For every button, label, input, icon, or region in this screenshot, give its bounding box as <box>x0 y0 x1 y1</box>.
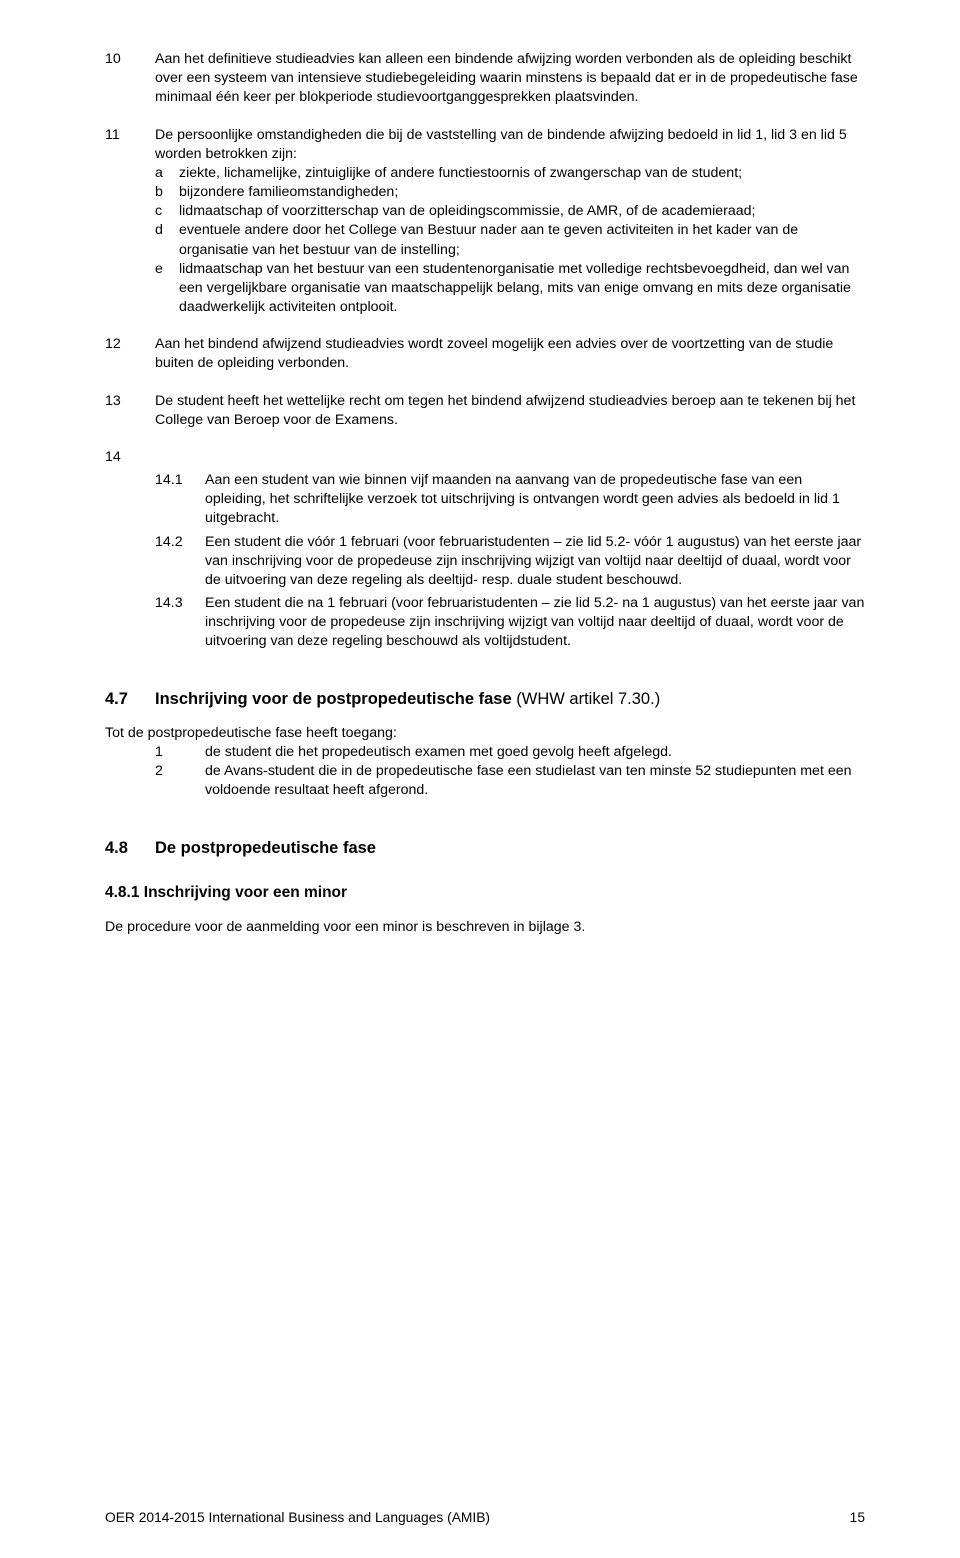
list-text: de student die het propedeutisch examen … <box>205 743 865 762</box>
section-4-8-number: 4.8 <box>105 837 155 859</box>
section-4-7-heading: 4.7Inschrijving voor de postpropedeutisc… <box>105 688 865 710</box>
para-11-list: aziekte, lichamelijke, zintuiglijke of a… <box>155 164 865 317</box>
para-14-number: 14 <box>105 448 155 467</box>
list-text: eventuele andere door het College van Be… <box>179 221 865 259</box>
footer-page-number: 15 <box>850 1509 865 1528</box>
list-letter: c <box>155 202 179 221</box>
para-14-sublist: 14.1Aan een student van wie binnen vijf … <box>155 471 865 652</box>
section-4-7-number: 4.7 <box>105 688 155 710</box>
sub-number: 14.3 <box>155 594 205 652</box>
sub-text: Aan een student van wie binnen vijf maan… <box>205 471 865 529</box>
para-10-body: Aan het definitieve studieadvies kan all… <box>155 50 865 108</box>
section-4-8-title: De postpropedeutische fase <box>155 839 376 857</box>
para-12: 12 Aan het bindend afwijzend studieadvie… <box>105 335 865 373</box>
list-index: 1 <box>155 743 205 762</box>
section-4-7-suffix: (WHW artikel 7.30.) <box>512 690 661 708</box>
sub-number: 14.1 <box>155 471 205 529</box>
section-4-8-1-body: De procedure voor de aanmelding voor een… <box>105 918 865 937</box>
sub-text: Een student die vóór 1 februari (voor fe… <box>205 533 865 591</box>
section-4-8-1-heading: 4.8.1 Inschrijving voor een minor <box>105 883 865 904</box>
para-13-number: 13 <box>105 392 155 430</box>
section-4-7-intro: Tot de postpropedeutische fase heeft toe… <box>105 724 865 743</box>
list-text: bijzondere familieomstandigheden; <box>179 183 865 202</box>
para-12-body: Aan het bindend afwijzend studieadvies w… <box>155 335 865 373</box>
list-letter: b <box>155 183 179 202</box>
sub-text: Een student die na 1 februari (voor febr… <box>205 594 865 652</box>
list-text: de Avans-student die in de propedeutisch… <box>205 762 865 800</box>
list-text: lidmaatschap of voorzitterschap van de o… <box>179 202 865 221</box>
list-letter: a <box>155 164 179 183</box>
para-13-body: De student heeft het wettelijke recht om… <box>155 392 865 430</box>
para-10-number: 10 <box>105 50 155 108</box>
section-4-7-title: Inschrijving voor de postpropedeutische … <box>155 690 512 708</box>
para-12-number: 12 <box>105 335 155 373</box>
list-text: ziekte, lichamelijke, zintuiglijke of an… <box>179 164 865 183</box>
para-14: 14 <box>105 448 865 467</box>
para-11-number: 11 <box>105 126 155 318</box>
sub-number: 14.2 <box>155 533 205 591</box>
list-letter: d <box>155 221 179 259</box>
para-10: 10 Aan het definitieve studieadvies kan … <box>105 50 865 108</box>
para-11: 11 De persoonlijke omstandigheden die bi… <box>105 126 865 318</box>
para-11-intro: De persoonlijke omstandigheden die bij d… <box>155 126 865 164</box>
section-4-7-list: 1de student die het propedeutisch examen… <box>155 743 865 801</box>
list-index: 2 <box>155 762 205 800</box>
para-13: 13 De student heeft het wettelijke recht… <box>105 392 865 430</box>
page-footer: OER 2014-2015 International Business and… <box>105 1509 865 1528</box>
footer-left: OER 2014-2015 International Business and… <box>105 1509 490 1528</box>
section-4-8-heading: 4.8De postpropedeutische fase <box>105 837 865 859</box>
list-letter: e <box>155 260 179 318</box>
list-text: lidmaatschap van het bestuur van een stu… <box>179 260 865 318</box>
